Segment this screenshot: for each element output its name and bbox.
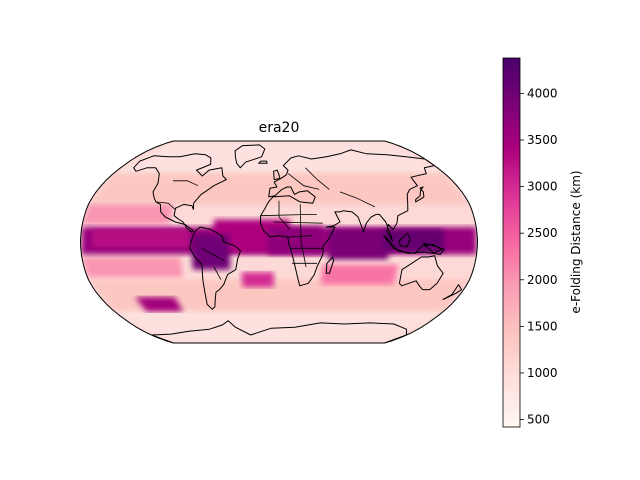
colorbar-tick-label: 500 (527, 413, 550, 427)
colorbar-tick-label: 2000 (527, 273, 558, 287)
field-region-subtropical-pacific (82, 204, 174, 225)
coastline-south-america (189, 226, 241, 310)
coastline-iceland (258, 160, 268, 164)
map (80, 140, 478, 344)
field-region-high-latitudes (113, 310, 445, 343)
colorbar-frame (502, 57, 521, 428)
country-border (299, 204, 307, 268)
field-region-south-atlantic-patch (241, 272, 274, 288)
field-region-amazon (191, 234, 231, 270)
country-border (278, 200, 291, 230)
colorbar-ticks: 500 1000 1500 2000 2500 3000 3500 4000 (520, 86, 558, 427)
coastline-borneo (398, 232, 411, 248)
coastline-japan (415, 186, 425, 203)
country-border (287, 235, 313, 238)
field-region-equatorial-africa (268, 227, 323, 255)
country-border (273, 221, 323, 224)
colorbar: 500 1000 1500 2000 2500 3000 3500 4000 e-Foldin… (502, 57, 583, 428)
coastline-new-guinea (422, 242, 445, 255)
coastline-new-zealand (442, 284, 463, 300)
country-border (213, 266, 222, 280)
country-border (173, 180, 199, 187)
coastline-eurasia-africa (259, 149, 435, 287)
country-border (339, 191, 375, 208)
field-region-maritime-continent (383, 229, 444, 252)
field-region-southern-indian-ocean (320, 264, 399, 285)
country-border (155, 201, 176, 210)
globe-outline (80, 140, 478, 344)
colorbar-label: e-Folding Distance (km) (569, 170, 583, 313)
field-region-south-pacific-patch (134, 297, 184, 312)
colorbar-tick-label: 3000 (527, 180, 558, 194)
colorbar-tick-label: 3500 (527, 133, 558, 147)
colorbar-tick-label: 1000 (527, 366, 558, 380)
field-region-indian-ocean-tropics (328, 229, 389, 260)
country-border (260, 214, 317, 217)
coastline-north-america (133, 153, 227, 233)
coastline-greenland (234, 144, 266, 169)
field-region-subtropical-pacific (81, 257, 184, 278)
country-border (305, 167, 330, 190)
colorbar-gradient (503, 58, 520, 427)
field-region-high-latitudes (113, 141, 445, 174)
country-border (201, 247, 225, 262)
field-region-mid-latitudes (88, 279, 470, 311)
colorbar-tick-label: 4000 (527, 86, 558, 100)
colorbar-tick-label: 1500 (527, 319, 558, 333)
coastline-madagascar (325, 256, 335, 274)
coastline-australia (398, 255, 444, 291)
coastline-indonesia (383, 235, 443, 254)
map-title: era20 (259, 120, 300, 136)
coastline-uk (273, 169, 281, 181)
field-region-mid-latitudes (88, 173, 470, 205)
country-border (287, 173, 320, 190)
coastlines (133, 144, 463, 343)
field-region-eastern-pacific-tropics (91, 229, 192, 247)
colorbar-tick-label: 2500 (527, 226, 558, 240)
